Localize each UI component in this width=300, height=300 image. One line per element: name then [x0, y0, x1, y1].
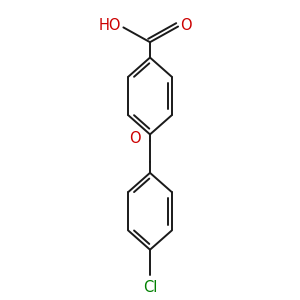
Text: HO: HO [98, 18, 121, 33]
Text: O: O [180, 17, 192, 32]
Text: Cl: Cl [143, 280, 157, 295]
Text: O: O [130, 131, 141, 146]
